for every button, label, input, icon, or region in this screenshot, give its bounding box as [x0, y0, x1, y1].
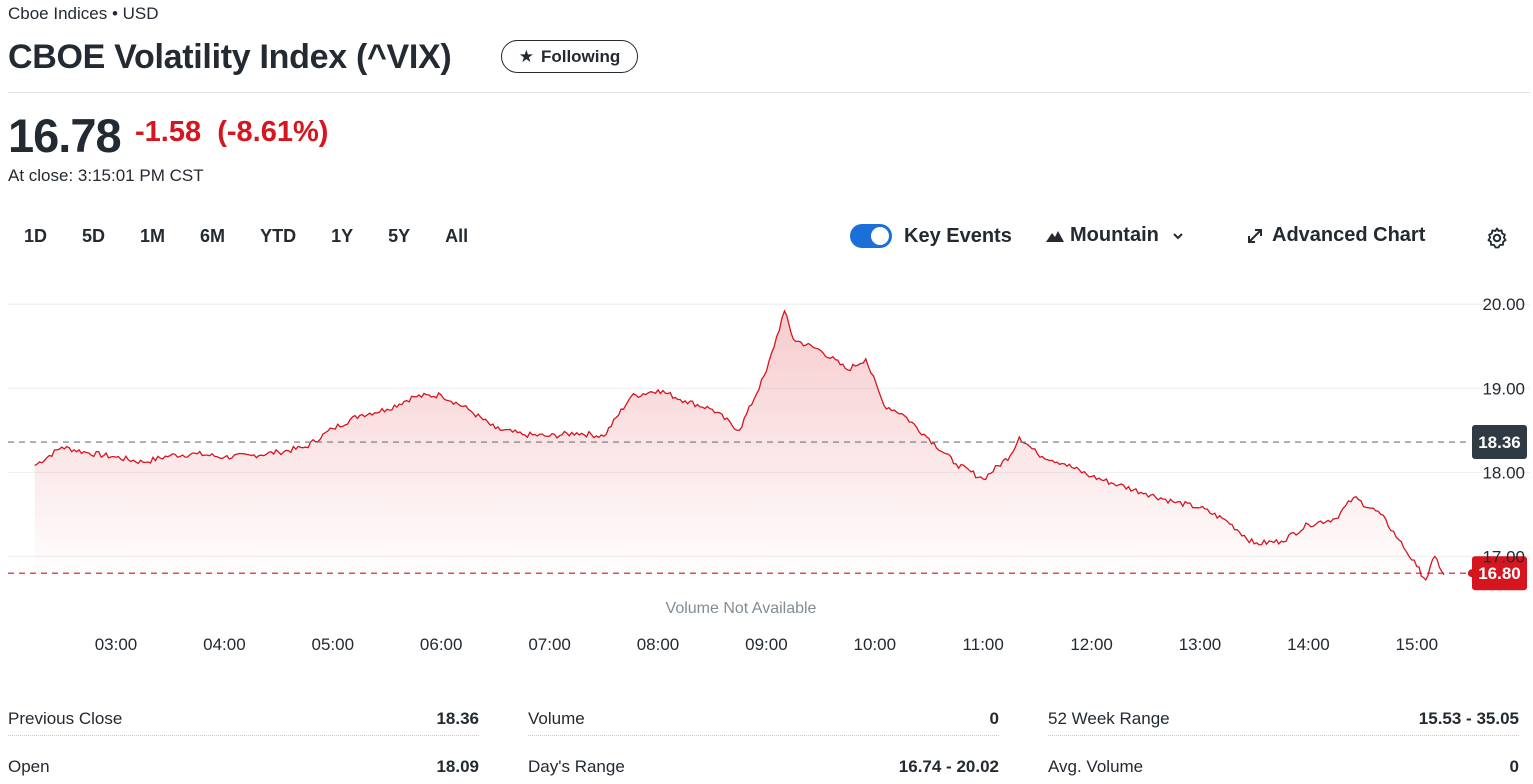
chevron-down-icon: [1173, 232, 1183, 239]
stat-label: Previous Close: [8, 708, 123, 728]
price-change-value: -1.58: [135, 116, 202, 148]
range-6m[interactable]: 6M: [200, 226, 226, 246]
range-1m[interactable]: 1M: [140, 226, 166, 246]
x-tick-label: 05:00: [312, 635, 355, 654]
stat-label: Volume: [528, 708, 585, 728]
previous-close-tag-label: 18.36: [1478, 433, 1521, 452]
last-price-tag: [1472, 556, 1527, 591]
x-tick-label: 15:00: [1396, 635, 1439, 654]
range-all[interactable]: All: [445, 226, 469, 246]
key-events-label: Key Events: [904, 224, 1012, 247]
price-change: -1.58 (-8.61%): [135, 116, 328, 149]
last-price-tag-label: 16.80: [1478, 564, 1521, 583]
y-tick-label: 18.00: [1482, 463, 1525, 482]
range-1d[interactable]: 1D: [24, 226, 48, 246]
close-time: At close: 3:15:01 PM CST: [8, 166, 204, 185]
following-button[interactable]: ★ Following: [501, 40, 638, 73]
stat-days-range: Day's Range 16.74 - 20.02: [528, 750, 999, 784]
x-tick-label: 14:00: [1287, 635, 1330, 654]
stat-label: 52 Week Range: [1048, 708, 1170, 728]
y-tick-label: 20.00: [1482, 295, 1525, 314]
toggle-knob: [871, 227, 889, 245]
range-5d[interactable]: 5D: [82, 226, 106, 246]
star-icon: ★: [518, 46, 534, 66]
chart-area: [34, 309, 1476, 582]
y-tick-label: 17.00: [1482, 547, 1525, 566]
key-events-control: Key Events: [850, 224, 1012, 248]
stat-value: 16.74 - 20.02: [898, 757, 999, 776]
key-events-toggle[interactable]: [850, 224, 892, 248]
price-chart[interactable]: 18.36 16.80 20.00 19.00 18.00 17.00 03:00 04:…: [0, 280, 1533, 675]
stat-52-week-range: 52 Week Range 15.53 - 35.05: [1048, 702, 1519, 736]
range-5y[interactable]: 5Y: [388, 226, 411, 246]
x-tick-label: 09:00: [745, 635, 788, 654]
range-1y[interactable]: 1Y: [331, 226, 354, 246]
expand-icon: [1248, 228, 1262, 243]
price-change-percent: (-8.61%): [217, 116, 329, 148]
page-title: CBOE Volatility Index (^VIX): [8, 38, 452, 76]
stat-value: 18.36: [436, 708, 479, 728]
series-area-fill: [34, 310, 1444, 580]
stat-value: 0: [1509, 757, 1519, 776]
stat-value: 15.53 - 35.05: [1418, 708, 1519, 728]
x-tick-label: 13:00: [1179, 635, 1222, 654]
chart-type-label: Mountain: [1070, 224, 1159, 246]
following-label: Following: [540, 46, 621, 66]
chart-type-dropdown[interactable]: Mountain: [1046, 224, 1185, 247]
stat-open: Open 18.09: [8, 750, 479, 784]
stat-volume: Volume 0: [528, 702, 999, 736]
x-tick-label: 03:00: [95, 635, 138, 654]
range-selector: 1D 5D 1M 6M YTD 1Y 5Y All: [14, 224, 493, 249]
x-tick-label: 08:00: [637, 635, 680, 654]
current-price: 16.78: [8, 109, 122, 162]
x-tick-label: 07:00: [528, 635, 571, 654]
exchange-label: Cboe Indices • USD: [8, 4, 159, 23]
stat-value: 18.09: [436, 757, 479, 776]
volume-note: Volume Not Available: [666, 600, 817, 617]
y-axis: 20.00 19.00 18.00 17.00: [1482, 295, 1525, 566]
previous-close-tag: [1472, 425, 1527, 460]
x-tick-label: 06:00: [420, 635, 463, 654]
stat-label: Open: [8, 757, 50, 776]
header-divider: [8, 92, 1530, 93]
series-line: [34, 309, 1445, 582]
stat-label: Day's Range: [528, 757, 625, 776]
stat-value: 0: [989, 708, 999, 728]
x-tick-label: 12:00: [1070, 635, 1113, 654]
stat-label: Avg. Volume: [1048, 757, 1144, 776]
x-axis: 03:00 04:00 05:00 06:00 07:00 08:00 09:00 10:00…: [95, 635, 1438, 654]
x-tick-label: 04:00: [203, 635, 246, 654]
advanced-chart-label: Advanced Chart: [1272, 224, 1426, 246]
range-ytd[interactable]: YTD: [260, 226, 297, 246]
reference-lines: 18.36 16.80: [8, 425, 1527, 591]
mountain-icon: [1046, 230, 1064, 242]
stat-previous-close: Previous Close 18.36: [8, 702, 479, 736]
y-tick-label: 19.00: [1482, 379, 1525, 398]
x-tick-label: 10:00: [854, 635, 897, 654]
settings-gear-icon[interactable]: [1485, 226, 1509, 250]
stat-avg-volume: Avg. Volume 0: [1048, 750, 1519, 784]
advanced-chart-button[interactable]: Advanced Chart: [1246, 224, 1425, 247]
x-tick-label: 11:00: [963, 635, 1004, 654]
